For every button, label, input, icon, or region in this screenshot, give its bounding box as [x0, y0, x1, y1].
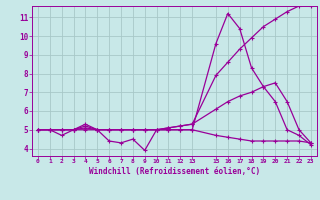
X-axis label: Windchill (Refroidissement éolien,°C): Windchill (Refroidissement éolien,°C) — [89, 167, 260, 176]
